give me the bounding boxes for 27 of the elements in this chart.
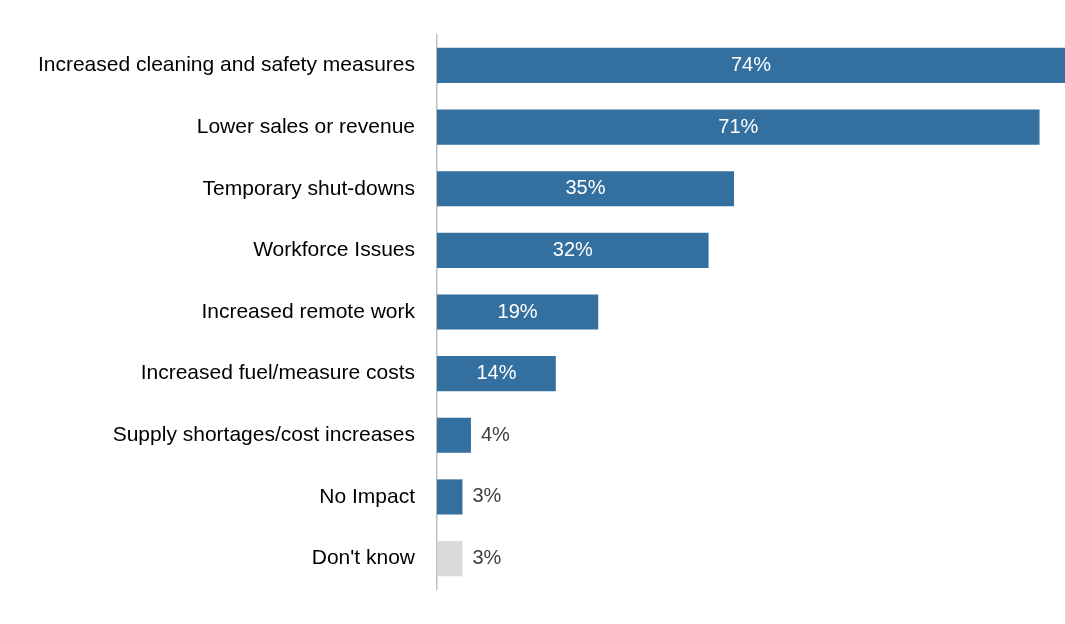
y-tick-label: Don't know [311,545,416,569]
data-label: 19% [497,299,538,322]
data-label: 35% [565,176,606,199]
data-label: 74% [730,52,772,75]
bar [437,171,735,207]
y-tick-label: Workforce Issues [253,237,415,261]
data-label: 4% [480,422,511,445]
bar [437,232,709,268]
bar [437,294,599,330]
y-tick-label: No Impact [319,483,416,507]
y-tick-label: Temporary shut-downs [202,175,415,199]
data-label: 3% [472,484,502,507]
y-tick-label: Lower sales or revenue [196,113,415,137]
y-tick-label: Supply shortages/cost increases [112,422,415,446]
bar [437,541,463,577]
bar [437,47,1065,83]
y-tick-label: Increased remote work [201,298,416,322]
bar [437,109,1040,145]
bar [437,479,463,515]
bar [437,356,556,392]
y-tick-label: Increased cleaning and safety measures [37,52,415,76]
y-tick-label: Increased fuel/measure costs [140,360,415,384]
data-label: 71% [718,114,759,137]
data-label: 3% [472,546,502,569]
data-label: 14% [476,361,517,384]
bar [437,417,471,453]
data-label: 32% [552,237,594,260]
